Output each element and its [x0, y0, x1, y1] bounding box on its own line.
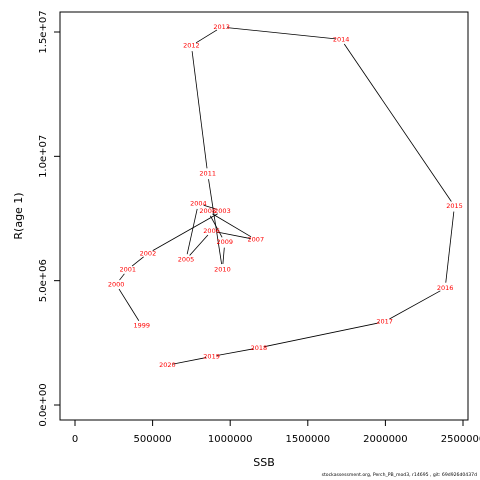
- point-label-2019: 2019: [203, 353, 220, 361]
- plot-frame: [59, 11, 469, 421]
- point-label-2003: 2003: [214, 207, 231, 215]
- y-axis: 0.0e+00 5.0e+06 1.0e+07 1.5e+07: [38, 10, 61, 427]
- point-label-2015: 2015: [446, 202, 463, 210]
- series-segment: [212, 213, 252, 238]
- point-label-2007: 2007: [248, 236, 265, 244]
- y-tick-label: 1.5e+07: [38, 10, 49, 53]
- point-label-2011: 2011: [199, 170, 216, 178]
- point-label-2010: 2010: [214, 265, 231, 273]
- y-tick-label: 0.0e+00: [38, 383, 49, 426]
- series-segment: [343, 43, 452, 202]
- point-label-2016: 2016: [437, 284, 454, 292]
- y-tick-label: 5.0e+06: [38, 259, 49, 302]
- series-segment: [389, 290, 441, 320]
- series-segment: [152, 213, 218, 251]
- point-label-2002: 2002: [140, 249, 157, 257]
- series-segment: [227, 27, 336, 40]
- point-labels: 1999 2000 2001 2002 2003 2004 2005 2006 2007 2008…: [108, 23, 463, 369]
- series-segment: [118, 288, 140, 321]
- series-segment: [191, 51, 208, 169]
- series-segment: [208, 179, 222, 265]
- point-label-2000: 2000: [108, 280, 125, 288]
- series-segment: [216, 348, 254, 356]
- point-label-2004: 2004: [190, 200, 207, 208]
- x-tick-label: 500000: [134, 434, 172, 445]
- series-segment: [195, 29, 218, 44]
- y-tick-label: 1.0e+07: [38, 135, 49, 178]
- series-segment: [216, 231, 251, 239]
- point-label-1999: 1999: [133, 321, 150, 329]
- series-segment: [445, 211, 455, 283]
- series-segment: [172, 357, 207, 365]
- point-label-2006: 2006: [203, 227, 220, 235]
- point-label-2005: 2005: [178, 256, 195, 264]
- y-axis-title: R(age 1): [12, 192, 25, 239]
- point-label-2008: 2008: [199, 207, 216, 215]
- series-segment: [203, 204, 218, 210]
- series-segment: [222, 247, 225, 265]
- point-label-2018: 2018: [251, 344, 268, 352]
- series-segment: [189, 234, 209, 256]
- x-tick-label: 0: [72, 434, 78, 445]
- series-segment: [186, 208, 198, 255]
- point-label-2014: 2014: [333, 35, 350, 43]
- point-label-2013: 2013: [213, 23, 230, 31]
- series-segment: [131, 256, 144, 267]
- point-label-2020: 2020: [159, 361, 176, 369]
- point-label-2017: 2017: [376, 318, 393, 326]
- series-path: [118, 27, 455, 365]
- x-tick-label: 1500000: [286, 434, 331, 445]
- series-segment: [264, 322, 380, 348]
- series-segment: [119, 273, 125, 281]
- x-tick-label: 1000000: [208, 434, 253, 445]
- point-label-2009: 2009: [216, 238, 233, 246]
- x-tick-label: 2000000: [363, 434, 408, 445]
- x-axis-title: SSB: [253, 456, 275, 469]
- point-label-2001: 2001: [119, 265, 136, 273]
- footer-credit: stockassessment.org, Perch_PB_mod3, r146…: [321, 473, 477, 478]
- point-label-2012: 2012: [183, 42, 200, 50]
